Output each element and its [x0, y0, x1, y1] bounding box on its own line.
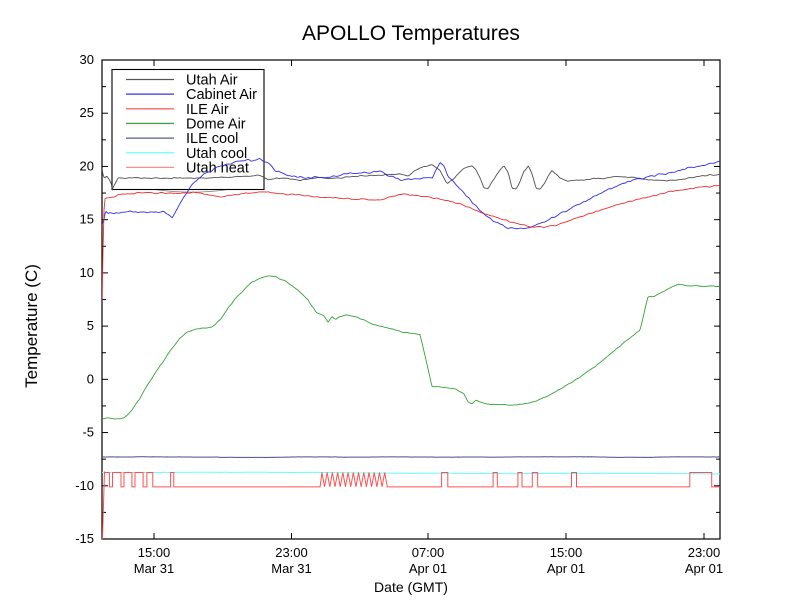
svg-text:ILE cool: ILE cool — [186, 131, 238, 147]
svg-text:Date (GMT): Date (GMT) — [374, 579, 448, 595]
svg-text:23:00: 23:00 — [688, 545, 721, 560]
svg-text:Mar 31: Mar 31 — [271, 561, 311, 576]
svg-text:Mar 31: Mar 31 — [134, 561, 174, 576]
svg-text:20: 20 — [80, 158, 94, 173]
svg-text:ILE Air: ILE Air — [186, 102, 229, 118]
svg-text:Apr 01: Apr 01 — [409, 561, 447, 576]
svg-text:5: 5 — [87, 318, 94, 333]
svg-text:15: 15 — [80, 212, 94, 227]
svg-text:25: 25 — [80, 105, 94, 120]
svg-text:Apr 01: Apr 01 — [547, 561, 585, 576]
svg-text:Utah Air: Utah Air — [186, 73, 238, 89]
svg-text:Utah heat: Utah heat — [186, 160, 249, 176]
svg-text:Temperature (C): Temperature (C) — [22, 264, 41, 388]
svg-text:10: 10 — [80, 265, 94, 280]
svg-text:APOLLO Temperatures: APOLLO Temperatures — [302, 22, 520, 45]
svg-text:-5: -5 — [82, 425, 94, 440]
svg-text:23:00: 23:00 — [275, 545, 308, 560]
svg-text:-10: -10 — [75, 478, 94, 493]
svg-text:Dome Air: Dome Air — [186, 116, 246, 132]
svg-text:07:00: 07:00 — [412, 545, 445, 560]
svg-text:15:00: 15:00 — [550, 545, 583, 560]
svg-text:30: 30 — [80, 52, 94, 67]
svg-text:Apr 01: Apr 01 — [685, 561, 723, 576]
svg-text:Utah cool: Utah cool — [186, 146, 247, 162]
svg-text:Cabinet Air: Cabinet Air — [186, 87, 257, 103]
svg-text:-15: -15 — [75, 531, 94, 546]
svg-text:15:00: 15:00 — [138, 545, 171, 560]
svg-text:0: 0 — [87, 371, 94, 386]
